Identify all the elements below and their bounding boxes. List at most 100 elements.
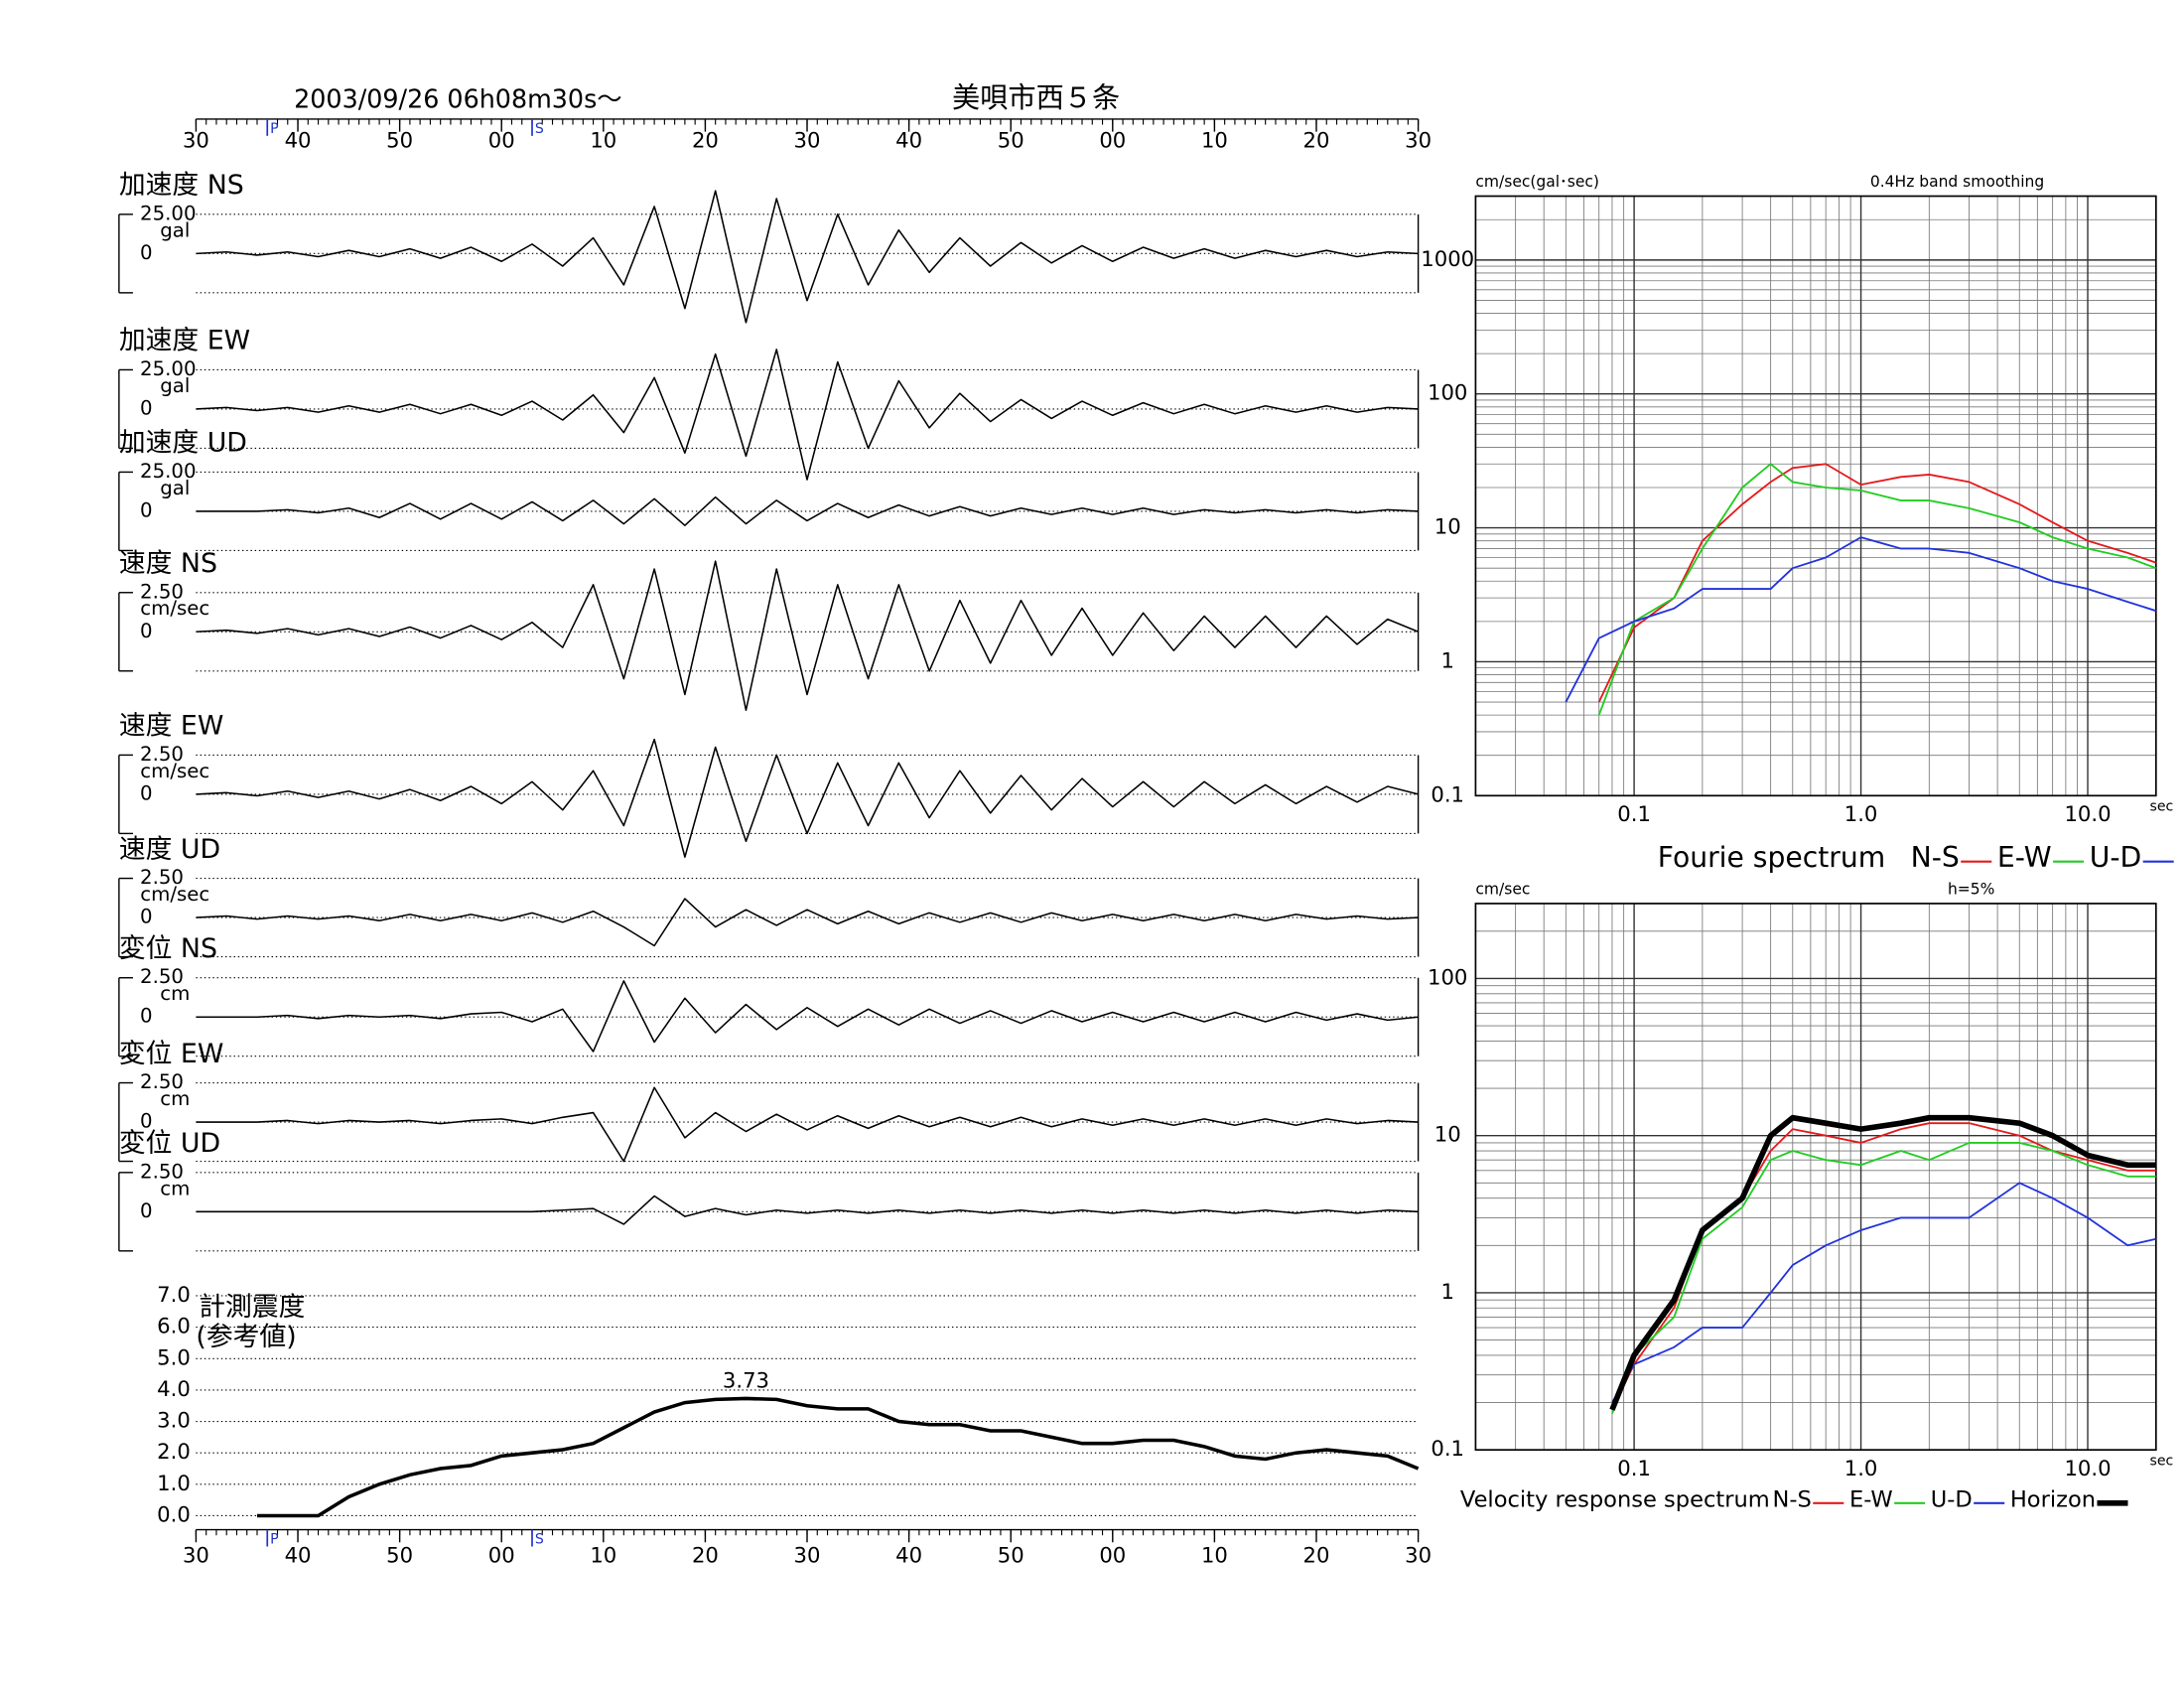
y-tick-label: 0 bbox=[140, 906, 153, 928]
trace-name: 速度 NS bbox=[119, 548, 217, 579]
y-tick-label: 25.00 bbox=[140, 357, 196, 380]
y-tick-label: 2.50 bbox=[140, 866, 184, 889]
x-tick-label: 20 bbox=[692, 127, 719, 152]
y-tick-label: 4.0 bbox=[157, 1376, 191, 1401]
y-tick-label: 6.0 bbox=[157, 1314, 191, 1338]
y-tick-label: 0 bbox=[140, 620, 153, 642]
trace-name: 加速度 NS bbox=[119, 170, 244, 201]
y-tick-label: 2.0 bbox=[157, 1439, 191, 1464]
waveform bbox=[196, 738, 1419, 858]
x-tick-label: 40 bbox=[895, 127, 922, 152]
trace-name: 速度 EW bbox=[119, 711, 223, 742]
waveform bbox=[196, 980, 1419, 1053]
x-tick-label: 10 bbox=[590, 127, 616, 152]
unit-label: gal bbox=[160, 374, 190, 397]
chart-title: 2003/09/26 06h08m30s〜 bbox=[294, 84, 622, 114]
waveform bbox=[196, 560, 1419, 712]
y-tick-label: 0 bbox=[140, 498, 153, 521]
y-axis-label: cm/sec(gal･sec) bbox=[1475, 173, 1599, 191]
y-tick-label: 5.0 bbox=[157, 1344, 191, 1369]
x-tick-label: 00 bbox=[1099, 127, 1126, 152]
x-tick-label: 30 bbox=[794, 1542, 821, 1567]
y-tick-label: 1.0 bbox=[157, 1471, 191, 1495]
spectrum-line bbox=[1597, 463, 2156, 716]
x-tick-label: 10 bbox=[1201, 127, 1228, 152]
x-tick-label: 30 bbox=[183, 1542, 209, 1567]
y-tick-label: 0.1 bbox=[1431, 1436, 1464, 1461]
station-name: 美唄市西５条 bbox=[952, 81, 1120, 114]
y-tick-label: 0 bbox=[140, 1110, 153, 1133]
unit-label: cm bbox=[160, 1087, 190, 1110]
y-tick-label: 25.00 bbox=[140, 202, 196, 224]
trace-name: 速度 UD bbox=[119, 834, 220, 865]
waveform bbox=[196, 349, 1419, 481]
trace-name: 変位 NS bbox=[119, 933, 217, 964]
y-tick-label: 7.0 bbox=[157, 1282, 191, 1307]
x-tick-label: 50 bbox=[998, 1542, 1024, 1567]
x-tick-label: 10 bbox=[1201, 1542, 1228, 1567]
chart-title: 計測震度 bbox=[199, 1292, 305, 1323]
y-tick-label: 0.0 bbox=[157, 1501, 191, 1526]
x-tick-label: 30 bbox=[794, 127, 821, 152]
y-tick-label: 10 bbox=[1434, 514, 1461, 539]
x-tick-label: 50 bbox=[386, 1542, 413, 1567]
legend-label: E-W bbox=[1997, 841, 2052, 874]
x-tick-label: 10.0 bbox=[2064, 1456, 2111, 1480]
y-tick-label: 2.50 bbox=[140, 965, 184, 988]
waveform bbox=[196, 1195, 1419, 1225]
x-tick-label: 40 bbox=[285, 1542, 312, 1567]
x-tick-label: 00 bbox=[488, 1542, 515, 1567]
y-tick-label: 0 bbox=[140, 1005, 153, 1028]
note: 0.4Hz band smoothing bbox=[1870, 173, 2044, 191]
x-tick-label: 00 bbox=[488, 127, 515, 152]
x-tick-label: 30 bbox=[183, 127, 209, 152]
x-tick-label: 40 bbox=[285, 127, 312, 152]
legend-label: Horizon bbox=[2010, 1486, 2096, 1512]
y-tick-label: 2.50 bbox=[140, 1070, 184, 1093]
trace-name: 加速度 UD bbox=[119, 428, 247, 459]
spectrum-line bbox=[1611, 1142, 2156, 1415]
legend-label: N-S bbox=[1911, 841, 1960, 874]
x-tick-label: 1.0 bbox=[1844, 1456, 1878, 1480]
spectrum-line bbox=[1611, 1182, 2156, 1403]
legend-label: E-W bbox=[1849, 1486, 1893, 1512]
trace-name: 変位 UD bbox=[119, 1128, 220, 1159]
x-tick-label: 1.0 bbox=[1844, 801, 1878, 826]
x-tick-label: 30 bbox=[1405, 127, 1432, 152]
y-tick-label: 0 bbox=[140, 1199, 153, 1222]
phase-label: P bbox=[270, 121, 279, 137]
intensity-line bbox=[256, 1396, 1420, 1518]
chart-title: Velocity response spectrum bbox=[1460, 1486, 1770, 1512]
x-tick-label: 40 bbox=[895, 1542, 922, 1567]
x-tick-label: 20 bbox=[1303, 1542, 1330, 1567]
plot-frame bbox=[1474, 195, 2157, 797]
waveform bbox=[196, 190, 1419, 324]
y-tick-label: 2.50 bbox=[140, 580, 184, 603]
y-tick-label: 0 bbox=[140, 781, 153, 804]
y-tick-label: 2.50 bbox=[140, 1160, 184, 1183]
x-tick-label: 0.1 bbox=[1617, 801, 1651, 826]
spectrum-line bbox=[1597, 463, 2156, 703]
unit-label: cm bbox=[160, 982, 190, 1005]
legend-label: U-D bbox=[2090, 841, 2142, 874]
y-tick-label: 100 bbox=[1428, 964, 1467, 989]
legend-label: U-D bbox=[1931, 1486, 1973, 1512]
y-tick-label: 0 bbox=[140, 241, 153, 264]
y-tick-label: 1000 bbox=[1421, 246, 1474, 271]
y-tick-label: 2.50 bbox=[140, 743, 184, 766]
unit-label: cm/sec bbox=[140, 597, 209, 620]
x-tick-label: 0.1 bbox=[1617, 1456, 1651, 1480]
y-tick-label: 1 bbox=[1440, 1279, 1453, 1304]
y-tick-label: 0 bbox=[140, 396, 153, 419]
note: h=5% bbox=[1948, 880, 1994, 898]
unit-label: cm bbox=[160, 1177, 190, 1199]
phase-label: S bbox=[535, 121, 544, 137]
y-tick-label: 10 bbox=[1434, 1122, 1461, 1147]
waveform bbox=[196, 495, 1419, 526]
chart-subtitle: (参考値) bbox=[196, 1322, 296, 1352]
unit-label: cm/sec bbox=[140, 760, 209, 782]
phase-label: S bbox=[535, 1531, 544, 1547]
x-tick-label: 50 bbox=[386, 127, 413, 152]
y-tick-label: 3.0 bbox=[157, 1408, 191, 1433]
